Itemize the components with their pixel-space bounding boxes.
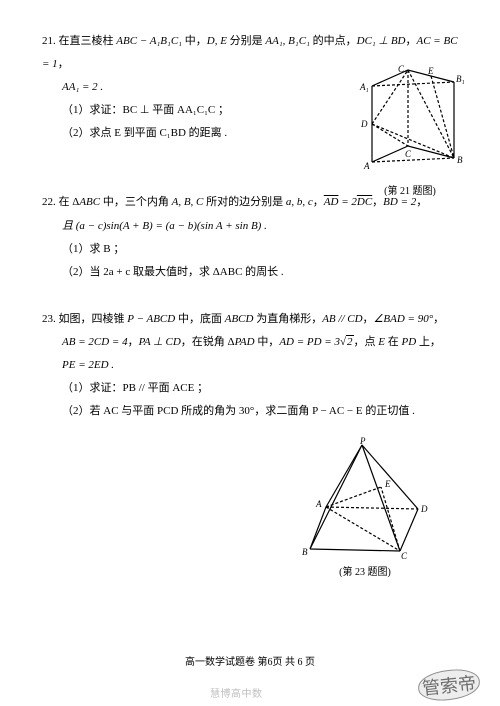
text: ，点 [354, 336, 379, 348]
math: AA₁, B₁C₁ [265, 35, 309, 47]
text: （1）求 B ； [62, 243, 124, 255]
math: AD = PD = 3 [279, 336, 340, 348]
text: （2）若 AC 与平面 PCD 所成的角为 30°，求二面角 P − AC − … [62, 405, 415, 417]
problem-22: 22. 在 ΔABC 中，三个内角 A, B, C 所对的边分别是 a, b, … [42, 191, 458, 283]
text: 23. 如图，四棱锥 [42, 313, 127, 325]
problem-21: 21. 在直三棱柱 ABC − A₁B₁C₁ 中，D, E 分别是 AA₁, B… [42, 30, 458, 145]
math: BD = 2 [383, 196, 416, 208]
math: 2 [346, 335, 354, 348]
text: （2）当 2a + c 取最大值时，求 ΔABC 的周长 . [62, 266, 284, 278]
math: PD [402, 336, 417, 348]
math: ABC [79, 196, 100, 208]
text: 中，底面 [175, 313, 225, 325]
text: ， [58, 58, 69, 70]
math: PE = 2ED . [62, 359, 114, 371]
math: D, E [207, 35, 227, 47]
p21-caption: (第 21 题图) [350, 182, 470, 197]
label-A: A [363, 161, 370, 171]
label-D: D [420, 504, 428, 514]
text: ， [128, 336, 139, 348]
p22-q2: （2）当 2a + c 取最大值时，求 ΔABC 的周长 . [42, 261, 458, 284]
text: 中， [182, 35, 207, 47]
math: A, B, C [172, 196, 204, 208]
label-A1: A₁ [359, 82, 369, 92]
math: DC₁ ⊥ BD [357, 35, 406, 47]
p23-stem-line3: PE = 2ED . [42, 354, 458, 377]
label-B1: B₁ [456, 74, 465, 84]
text: 为直角梯形， [253, 313, 322, 325]
text: ， [416, 196, 427, 208]
math: AA₁ = 2 . [62, 81, 103, 93]
watermark-stamp: 管索帝 [417, 667, 482, 703]
math: AB = 2CD = 4 [62, 336, 128, 348]
p23-stem-line2: AB = 2CD = 4，PA ⊥ CD，在锐角 ΔPAD 中，AD = PD … [42, 331, 458, 354]
problem-23: 23. 如图，四棱锥 P − ABCD 中，底面 ABCD 为直角梯形，AB /… [42, 308, 458, 577]
p21-figure: C₁ B₁ A₁ E D A B C (第 21 题图) [350, 64, 470, 197]
text: 中， [255, 336, 280, 348]
label-E: E [384, 479, 391, 489]
text: 所对的边分别是 [203, 196, 286, 208]
text: 22. 在 Δ [42, 196, 79, 208]
math: 且 (a − c)sin(A + B) = (a − b)(sin A + si… [62, 220, 267, 232]
math: a, b, c [286, 196, 313, 208]
label-A: A [315, 499, 322, 509]
math: AB // CD [322, 313, 362, 325]
watermark-text: 慧博高中数 [210, 685, 263, 700]
math: ∠BAD = 90° [374, 313, 434, 325]
math: P − ABCD [127, 313, 175, 325]
text: 在 [385, 336, 402, 348]
text: （2）求点 E 到平面 C₁BD 的距离 . [62, 127, 227, 139]
text: 分别是 [227, 35, 266, 47]
p23-figure: P E A D B C (第 23 题图) [290, 437, 440, 578]
label-C: C [401, 551, 408, 561]
p23-q2: （2）若 AC 与平面 PCD 所成的角为 30°，求二面角 P − AC − … [42, 400, 458, 423]
text: ，在锐角 Δ [181, 336, 235, 348]
math: ABCD [225, 313, 254, 325]
page-footer: 高一数学试题卷 第6页 共 6 页 [0, 653, 500, 668]
text: ， [363, 313, 374, 325]
math: ABC − A₁B₁C₁ [116, 35, 182, 47]
text: ， [372, 196, 383, 208]
p22-q1: （1）求 B ； [42, 238, 458, 261]
label-D: D [360, 119, 368, 129]
p23-stem-line1: 23. 如图，四棱锥 P − ABCD 中，底面 ABCD 为直角梯形，AB /… [42, 308, 458, 331]
p23-q1: （1）求证：PB // 平面 ACE ； [42, 377, 458, 400]
text: 中，三个内角 [100, 196, 172, 208]
p23-caption: (第 23 题图) [290, 563, 440, 578]
label-B: B [302, 547, 308, 557]
math: PAD [235, 336, 255, 348]
label-C: C [405, 149, 412, 159]
vec-DC: DC [357, 196, 372, 208]
text: ， [406, 35, 417, 47]
vec-AD: AD [324, 196, 339, 208]
text: 21. 在直三棱柱 [42, 35, 116, 47]
label-B: B [457, 155, 463, 165]
text: 的中点， [310, 35, 357, 47]
label-C1: C₁ [398, 64, 407, 74]
math: PA ⊥ CD [139, 336, 181, 348]
pyramid-svg: P E A D B C [290, 437, 440, 563]
text: ， [433, 313, 444, 325]
p22-stem-line2: 且 (a − c)sin(A + B) = (a − b)(sin A + si… [42, 215, 458, 238]
text: （1）求证：BC ⊥ 平面 AA₁C₁C ； [62, 104, 229, 116]
text: 上， [416, 336, 441, 348]
math: E [378, 336, 385, 348]
math: = 2 [338, 196, 356, 208]
p23-figure-block: P E A D B C (第 23 题图) [42, 437, 458, 577]
text: （1）求证：PB // 平面 ACE ； [62, 382, 208, 394]
text: ， [313, 196, 324, 208]
label-P: P [359, 437, 366, 446]
prism-svg: C₁ B₁ A₁ E D A B C [350, 64, 470, 182]
label-E: E [427, 66, 434, 76]
